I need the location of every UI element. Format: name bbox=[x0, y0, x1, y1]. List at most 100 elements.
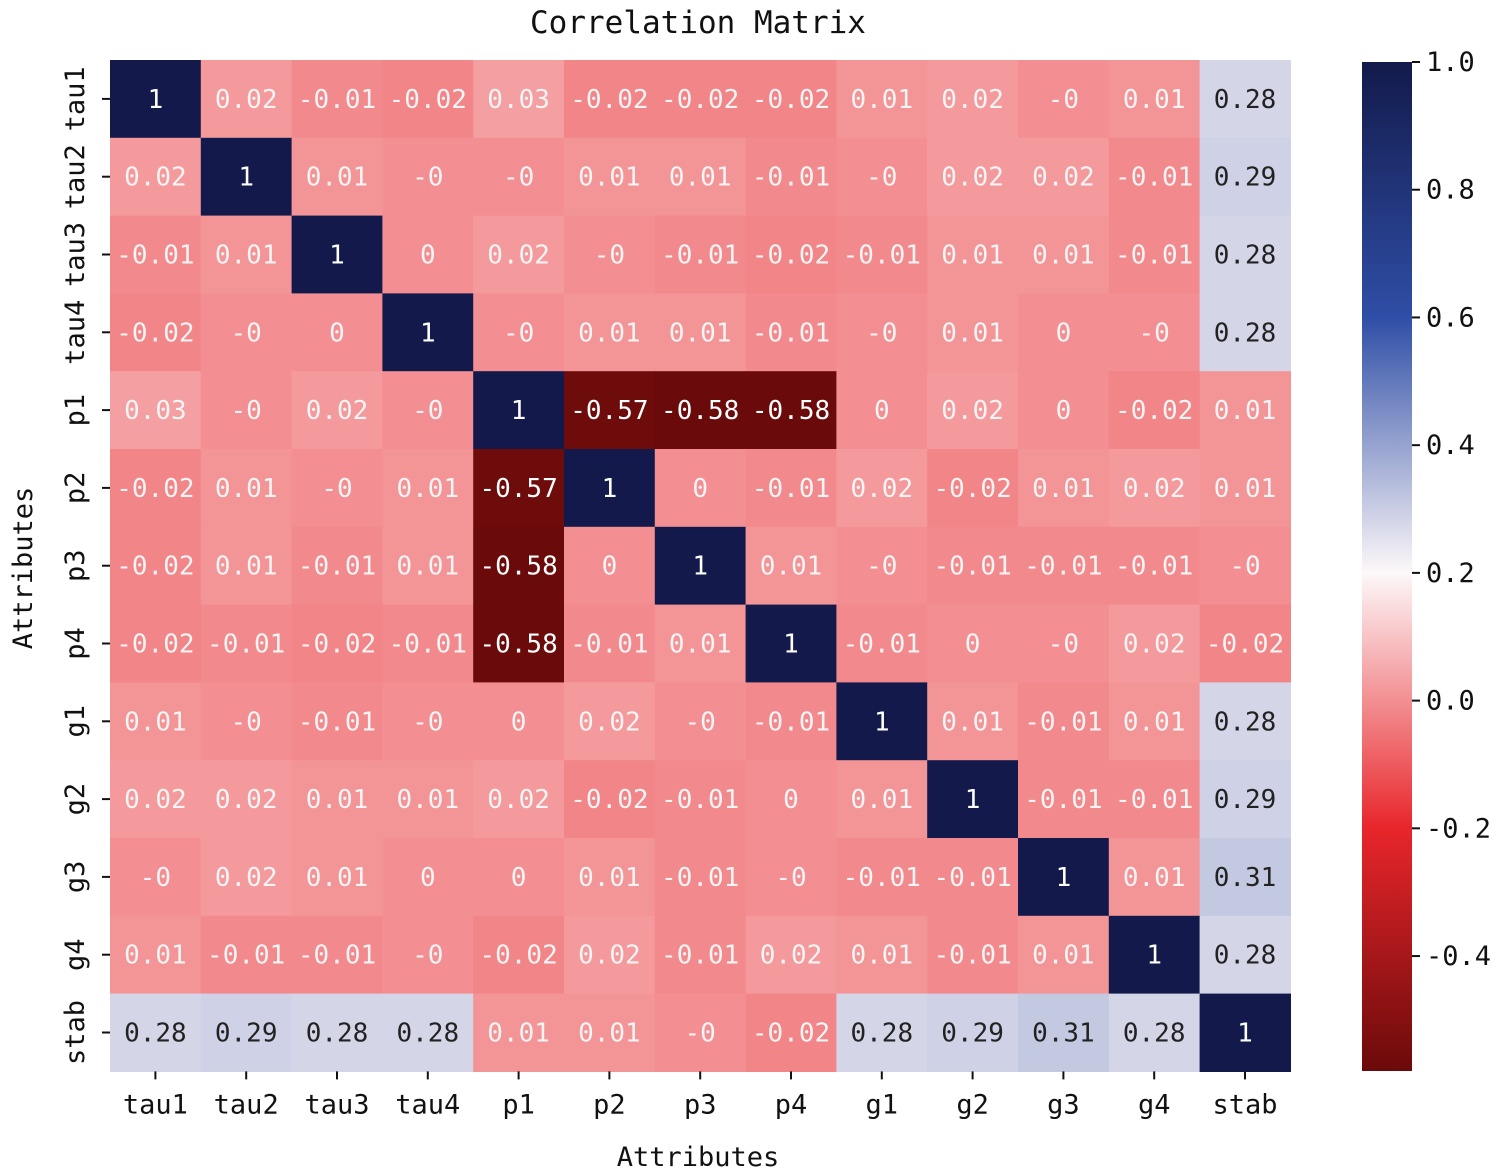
y-tick-label: tau3 bbox=[60, 222, 91, 287]
heatmap-cell bbox=[110, 449, 202, 528]
heatmap-cell bbox=[654, 293, 747, 372]
x-tick-label: tau1 bbox=[123, 1089, 188, 1120]
heatmap-cell bbox=[836, 293, 928, 372]
cell-value-label: 0.01 bbox=[578, 163, 641, 193]
cell-value-label: 0.01 bbox=[941, 707, 1004, 737]
heatmap-cell bbox=[745, 215, 837, 294]
cell-value-label: 0 bbox=[511, 863, 527, 893]
cell-value-label: -0.01 bbox=[389, 630, 467, 660]
heatmap-cell bbox=[382, 915, 474, 995]
cell-value-label: -0 bbox=[231, 396, 262, 426]
heatmap-cell bbox=[473, 526, 565, 606]
heatmap-cell bbox=[1018, 526, 1110, 606]
cell-value-label: 0.02 bbox=[215, 863, 278, 893]
heatmap-cell bbox=[836, 137, 928, 217]
cell-value-label: 0.01 bbox=[1032, 941, 1095, 971]
heatmap-cell bbox=[1108, 137, 1201, 217]
cell-value-label: 0.01 bbox=[215, 241, 278, 271]
heatmap-cell bbox=[927, 604, 1019, 683]
cell-value-label: 0.01 bbox=[1032, 241, 1095, 271]
cell-value-label: 1 bbox=[874, 707, 890, 737]
heatmap-cell bbox=[927, 682, 1019, 761]
cell-value-label: 0.02 bbox=[215, 85, 278, 115]
heatmap-cell bbox=[927, 915, 1019, 995]
cell-value-label: -0.01 bbox=[298, 552, 376, 582]
x-tick-label: g3 bbox=[1047, 1089, 1080, 1120]
cell-value-label: 0.31 bbox=[1214, 863, 1277, 893]
cell-value-label: -0.02 bbox=[570, 85, 648, 115]
heatmap-cell bbox=[564, 838, 656, 917]
cell-value-label: -0.02 bbox=[116, 474, 194, 504]
heatmap-cell bbox=[291, 682, 383, 761]
heatmap-cell bbox=[564, 371, 656, 450]
heatmap-cell bbox=[200, 838, 293, 917]
heatmap-cell bbox=[473, 838, 565, 917]
cell-value-label: 0.28 bbox=[306, 1019, 369, 1049]
cell-value-label: -0.02 bbox=[752, 241, 830, 271]
heatmap-cell bbox=[836, 915, 928, 995]
x-tick-label: g2 bbox=[956, 1089, 989, 1120]
cell-value-label: -0.01 bbox=[1115, 241, 1193, 271]
heatmap-cell bbox=[200, 993, 293, 1072]
heatmap-cell bbox=[564, 137, 656, 217]
cell-value-label: 0.02 bbox=[941, 396, 1004, 426]
cell-value-label: 0.28 bbox=[124, 1019, 187, 1049]
cell-value-label: 0.02 bbox=[1123, 474, 1186, 504]
cell-value-label: 0.02 bbox=[306, 396, 369, 426]
cell-value-label: 0.01 bbox=[306, 163, 369, 193]
cell-value-label: 0.01 bbox=[306, 785, 369, 815]
cell-value-label: 1 bbox=[238, 163, 254, 193]
heatmap-cell bbox=[291, 915, 383, 995]
x-tick-label: p2 bbox=[593, 1089, 626, 1120]
cell-value-label: 0 bbox=[874, 396, 890, 426]
heatmap-cell bbox=[1199, 526, 1291, 606]
heatmap-cell bbox=[745, 604, 837, 683]
heatmap-cell bbox=[200, 449, 293, 528]
cell-value-label: -0.02 bbox=[661, 85, 739, 115]
colorbar-gradient bbox=[1362, 62, 1412, 1071]
cell-value-label: -0.01 bbox=[752, 163, 830, 193]
cell-value-label: 0.03 bbox=[487, 85, 550, 115]
heatmap-cell bbox=[291, 449, 383, 528]
cell-value-label: 0 bbox=[965, 630, 981, 660]
heatmap-cell bbox=[745, 838, 837, 917]
heatmap-cell bbox=[382, 682, 474, 761]
cell-value-label: -0 bbox=[685, 1019, 716, 1049]
cell-value-label: -0.02 bbox=[479, 941, 557, 971]
cell-value-label: 0.28 bbox=[1214, 318, 1277, 348]
cell-value-label: 0.29 bbox=[941, 1019, 1004, 1049]
cell-value-label: 0 bbox=[420, 863, 436, 893]
heatmap-cell bbox=[110, 604, 202, 683]
cell-value-label: -0.01 bbox=[1024, 707, 1102, 737]
cell-value-label: 0.01 bbox=[1214, 474, 1277, 504]
heatmap-cell bbox=[1108, 682, 1201, 761]
cell-value-label: 0.01 bbox=[124, 707, 187, 737]
cell-value-label: -0.02 bbox=[570, 785, 648, 815]
heatmap-cell bbox=[927, 137, 1019, 217]
heatmap-cell bbox=[564, 760, 656, 839]
heatmap-cell bbox=[1108, 60, 1201, 139]
heatmap-cell bbox=[745, 760, 837, 839]
heatmap-cell bbox=[110, 371, 202, 450]
x-tick-label: g4 bbox=[1138, 1089, 1171, 1120]
heatmap-cell bbox=[1018, 604, 1110, 683]
heatmap-cell bbox=[110, 137, 202, 217]
cell-value-label: -0.01 bbox=[752, 318, 830, 348]
y-tick-label: tau1 bbox=[60, 66, 91, 131]
x-axis-ticks: tau1 tau2 tau3 tau4 p1 p2 p3 p4 g1 g2 g3 g4 stab bbox=[123, 1071, 1278, 1120]
x-tick-label: p3 bbox=[684, 1089, 717, 1120]
y-tick-label: g2 bbox=[60, 783, 91, 816]
heatmap-cell bbox=[382, 604, 474, 683]
x-tick-label: p4 bbox=[775, 1089, 808, 1120]
cell-value-label: -0.58 bbox=[752, 396, 830, 426]
heatmap-cell bbox=[1018, 682, 1110, 761]
heatmap-cell bbox=[1018, 915, 1110, 995]
heatmap-cell bbox=[927, 371, 1019, 450]
cell-value-label: -0.58 bbox=[479, 630, 557, 660]
heatmap-cell bbox=[927, 993, 1019, 1072]
cell-value-label: 0.01 bbox=[669, 163, 732, 193]
heatmap-cell bbox=[1108, 760, 1201, 839]
heatmap-cell bbox=[1199, 215, 1291, 294]
cell-value-label: 1 bbox=[420, 318, 436, 348]
